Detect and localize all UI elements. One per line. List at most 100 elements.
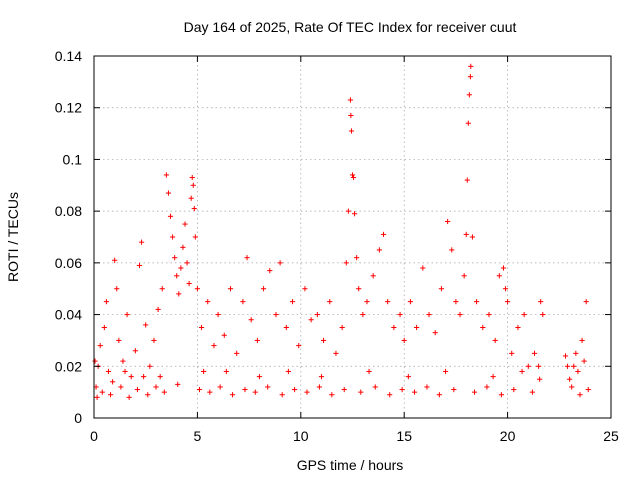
data-point — [473, 299, 480, 305]
data-point — [314, 311, 320, 318]
data-point — [318, 374, 325, 380]
data-point — [120, 358, 126, 364]
data-point — [385, 299, 391, 305]
data-point — [349, 172, 356, 178]
data-point — [348, 128, 355, 134]
y-tick-label: 0.14 — [55, 48, 82, 64]
data-point — [498, 392, 504, 398]
data-point — [347, 97, 354, 103]
data-point — [92, 358, 98, 364]
data-point — [172, 255, 178, 261]
data-point — [182, 221, 188, 227]
data-point — [407, 299, 414, 305]
data-point — [138, 239, 145, 245]
y-tick-label: 0.02 — [55, 358, 82, 374]
data-point — [175, 381, 181, 387]
data-point — [178, 265, 184, 271]
data-point — [136, 262, 143, 269]
data-point — [110, 379, 116, 385]
data-point — [221, 332, 227, 338]
data-point — [484, 384, 490, 390]
data-point — [585, 386, 591, 393]
data-point — [348, 112, 354, 119]
data-point — [490, 374, 496, 380]
data-point — [283, 324, 289, 331]
data-point — [529, 389, 536, 395]
data-point — [244, 255, 250, 261]
data-point — [567, 376, 573, 382]
data-point — [351, 211, 358, 217]
data-point — [480, 324, 486, 331]
data-point — [438, 286, 445, 292]
data-point — [99, 389, 105, 395]
data-point — [134, 386, 141, 393]
data-point — [500, 265, 507, 271]
data-point — [217, 384, 223, 390]
data-point — [227, 286, 234, 292]
data-point — [167, 213, 174, 219]
data-point — [457, 311, 463, 318]
data-point — [469, 234, 476, 240]
data-point — [215, 311, 221, 318]
data-point — [376, 247, 382, 253]
data-point — [341, 386, 347, 393]
data-point — [132, 348, 138, 354]
data-point — [461, 273, 467, 279]
data-point — [372, 384, 378, 390]
data-point — [308, 317, 314, 323]
data-point — [327, 299, 333, 305]
data-point — [320, 337, 327, 344]
y-tick-label: 0.06 — [55, 255, 82, 271]
data-point — [201, 368, 207, 375]
data-point — [515, 324, 521, 331]
data-point — [296, 343, 302, 349]
data-point — [147, 363, 153, 369]
data-point — [465, 120, 471, 126]
data-point — [159, 286, 165, 292]
data-point — [143, 322, 149, 328]
data-point — [537, 376, 543, 382]
data-point — [196, 386, 203, 393]
data-point — [356, 286, 362, 292]
data-point — [467, 74, 473, 80]
data-point — [424, 384, 430, 390]
data-point — [101, 324, 107, 331]
data-point — [370, 273, 376, 279]
data-point — [145, 392, 151, 398]
data-point — [391, 324, 397, 331]
chart-title: Day 164 of 2025, Rate Of TEC Index for r… — [184, 19, 517, 35]
data-point — [186, 280, 192, 287]
data-point — [471, 389, 478, 395]
data-point — [486, 311, 492, 318]
data-point — [180, 244, 186, 250]
data-point — [157, 374, 163, 380]
data-point — [449, 247, 455, 253]
data-point — [496, 273, 502, 279]
data-point — [571, 363, 577, 369]
data-point — [252, 389, 258, 395]
data-point — [151, 337, 157, 344]
data-point — [411, 389, 418, 395]
y-tick-label: 0 — [74, 410, 82, 426]
data-point — [97, 343, 103, 349]
x-tick-label: 20 — [500, 428, 516, 444]
data-point — [354, 255, 360, 261]
data-point — [511, 386, 517, 393]
data-point — [174, 273, 180, 279]
data-point — [267, 268, 273, 274]
data-point — [583, 299, 589, 305]
data-point — [118, 384, 124, 390]
data-point — [165, 190, 172, 196]
data-point — [189, 174, 195, 181]
axis-ticks: 0 5 10 15 20 25 0 0.02 0.04 0.06 0.08 0.1 0.12 0.14 — [55, 48, 619, 444]
data-point — [442, 368, 449, 375]
data-point — [304, 389, 310, 395]
data-point — [126, 394, 132, 400]
data-point — [234, 350, 240, 356]
data-point — [94, 394, 100, 400]
plot-frame — [93, 55, 612, 419]
data-point — [153, 384, 159, 390]
data-point — [531, 350, 538, 356]
